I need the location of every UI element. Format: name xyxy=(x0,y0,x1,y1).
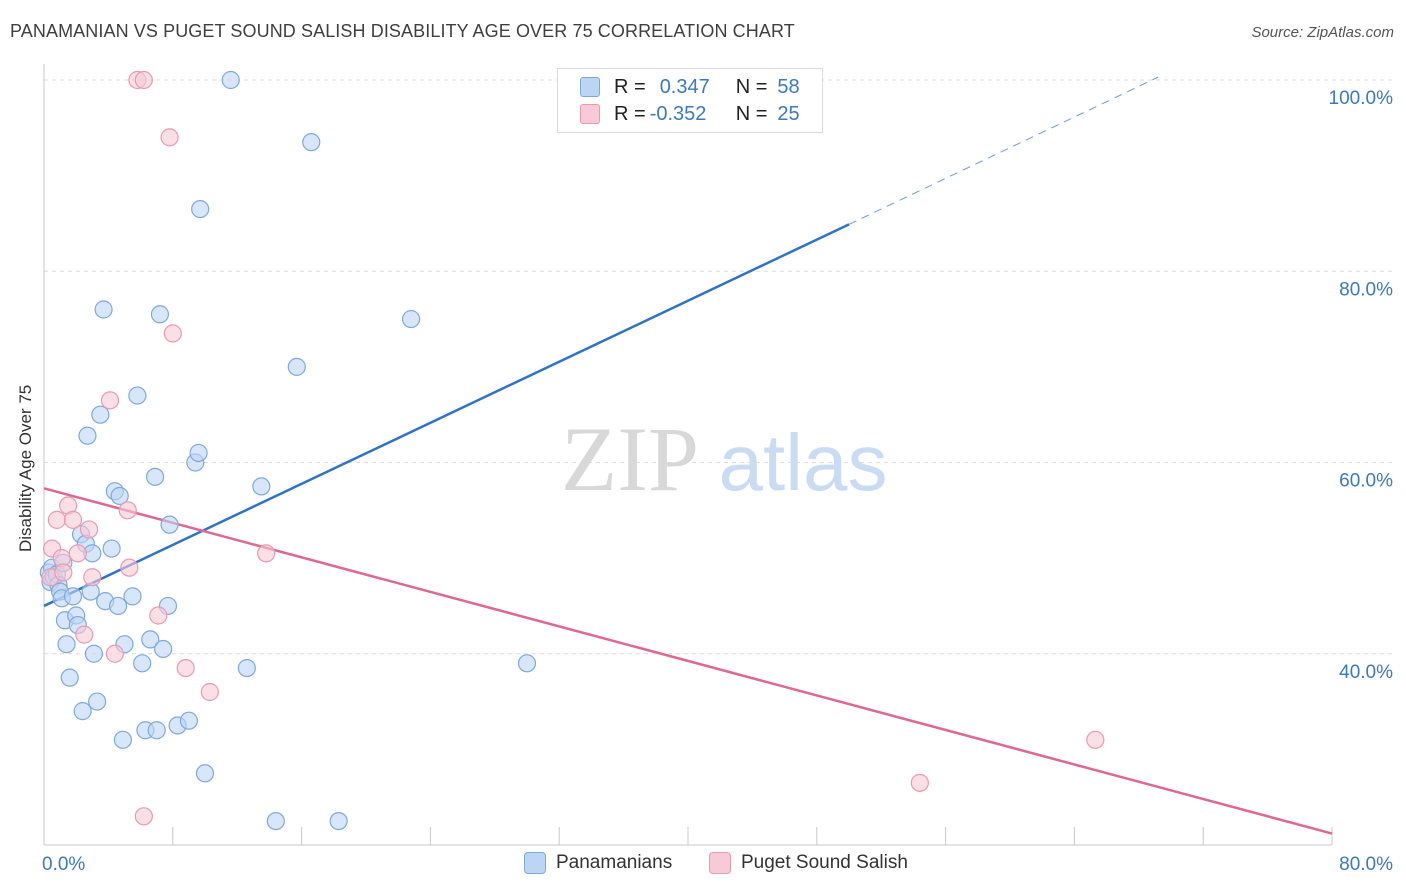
trend-line-solid xyxy=(43,223,850,608)
data-point-panamanians xyxy=(123,587,142,606)
data-point-panamanians xyxy=(88,692,107,711)
legend-item-puget-sound-salish[interactable]: Puget Sound Salish xyxy=(709,852,908,874)
legend-item-panamanians[interactable]: Panamanians xyxy=(524,852,672,874)
y-tick-labels: 40.0% 60.0% 80.0% 100.0% xyxy=(1329,88,1394,683)
legend-r-label: R = xyxy=(614,75,646,98)
legend-label-puget-sound-salish: Puget Sound Salish xyxy=(741,852,908,873)
data-point-panamanians xyxy=(94,300,113,319)
x-tick-label: 80.0% xyxy=(1339,854,1393,875)
data-point-puget-sound-salish xyxy=(134,70,153,90)
legend-n-value: 58 xyxy=(777,75,800,98)
legend-swatch-pink xyxy=(709,852,731,874)
x-tick-label: 0.0% xyxy=(42,854,85,875)
legend-swatch-pink xyxy=(580,104,600,124)
data-point-panamanians xyxy=(160,515,179,534)
data-point-puget-sound-salish xyxy=(134,807,153,826)
data-point-panamanians xyxy=(517,654,537,673)
data-point-puget-sound-salish xyxy=(910,773,929,792)
legend-swatch-blue xyxy=(524,852,546,874)
x-tick-labels: 0.0% 80.0% xyxy=(42,854,1393,875)
data-point-panamanians xyxy=(252,477,271,496)
data-point-puget-sound-salish xyxy=(160,128,179,147)
trend-line-dashed xyxy=(848,76,1159,225)
y-tick-label: 40.0% xyxy=(1339,662,1393,683)
data-point-puget-sound-salish xyxy=(54,563,73,582)
data-point-panamanians xyxy=(189,443,208,463)
data-point-panamanians xyxy=(302,133,321,152)
legend-n-value: 25 xyxy=(777,102,800,125)
watermark: ZIP atlas xyxy=(561,408,887,510)
data-point-panamanians xyxy=(73,702,92,721)
data-point-puget-sound-salish xyxy=(83,568,102,587)
correlation-legend: R = 0.347 N = 58 R = -0.352 N = 25 xyxy=(557,68,823,133)
data-point-panamanians xyxy=(401,309,421,329)
data-point-panamanians xyxy=(195,764,215,783)
data-point-puget-sound-salish xyxy=(118,501,137,520)
data-point-panamanians xyxy=(154,639,173,659)
data-point-puget-sound-salish xyxy=(149,606,168,625)
y-tick-label: 100.0% xyxy=(1329,88,1394,109)
data-point-puget-sound-salish xyxy=(163,324,182,343)
data-point-puget-sound-salish xyxy=(257,544,276,563)
data-point-panamanians xyxy=(266,811,285,831)
data-point-puget-sound-salish xyxy=(100,391,120,410)
data-point-puget-sound-salish xyxy=(79,520,99,539)
data-point-panamanians xyxy=(91,405,110,424)
data-point-panamanians xyxy=(57,635,76,654)
legend-swatch-blue xyxy=(580,77,600,97)
chart-title: PANAMANIAN VS PUGET SOUND SALISH DISABIL… xyxy=(10,21,795,41)
data-point-panamanians xyxy=(150,305,170,324)
legend-label-panamanians: Panamanians xyxy=(556,852,673,873)
data-point-panamanians xyxy=(287,357,306,376)
data-point-panamanians xyxy=(63,587,83,606)
series-legend: Panamanians Puget Sound Salish xyxy=(0,852,1406,878)
axes xyxy=(43,64,1333,846)
y-tick-label: 60.0% xyxy=(1339,471,1393,492)
legend-r-value: 0.347 xyxy=(659,75,710,98)
source-label: Source: ZipAtlas.com xyxy=(1251,24,1394,41)
legend-r-label: R = xyxy=(614,102,646,125)
trend-line-solid xyxy=(43,487,1333,835)
data-point-panamanians xyxy=(221,70,240,90)
data-point-panamanians xyxy=(191,199,210,219)
data-point-puget-sound-salish xyxy=(63,510,83,529)
trend-lines xyxy=(43,76,1333,835)
data-point-panamanians xyxy=(128,386,147,405)
data-point-puget-sound-salish xyxy=(105,644,124,663)
legend-row-puget-sound-salish: R = -0.352 N = 25 xyxy=(580,102,800,126)
data-point-panamanians xyxy=(113,730,132,749)
data-point-panamanians xyxy=(179,711,198,730)
data-point-panamanians xyxy=(102,539,121,558)
legend-n-label: N = xyxy=(735,75,768,98)
data-point-panamanians xyxy=(133,654,152,673)
data-point-puget-sound-salish xyxy=(47,510,66,529)
data-point-puget-sound-salish xyxy=(75,625,94,644)
data-point-puget-sound-salish xyxy=(176,658,195,678)
data-point-panamanians xyxy=(60,668,79,687)
data-point-panamanians xyxy=(78,426,97,445)
data-point-panamanians xyxy=(147,721,166,740)
data-point-puget-sound-salish xyxy=(120,558,139,577)
data-point-panamanians xyxy=(84,644,104,663)
data-point-puget-sound-salish xyxy=(68,544,87,563)
data-point-panamanians xyxy=(237,658,256,678)
data-point-puget-sound-salish xyxy=(200,682,219,702)
watermark-atlas: atlas xyxy=(719,418,888,507)
legend-row-panamanians: R = 0.347 N = 58 xyxy=(580,75,800,99)
data-point-panamanians xyxy=(141,630,160,649)
y-axis-label: Disability Age Over 75 xyxy=(16,384,35,552)
data-point-panamanians xyxy=(110,486,129,506)
data-point-panamanians xyxy=(329,811,348,831)
y-tick-label: 80.0% xyxy=(1339,279,1393,300)
data-points xyxy=(39,70,1105,831)
grid-lines xyxy=(44,79,1392,655)
legend-r-value: -0.352 xyxy=(649,102,707,125)
watermark-zip: ZIP xyxy=(561,408,699,510)
legend-n-label: N = xyxy=(735,102,768,125)
data-point-panamanians xyxy=(108,596,128,616)
data-point-panamanians xyxy=(145,467,165,486)
data-point-puget-sound-salish xyxy=(1086,730,1105,749)
